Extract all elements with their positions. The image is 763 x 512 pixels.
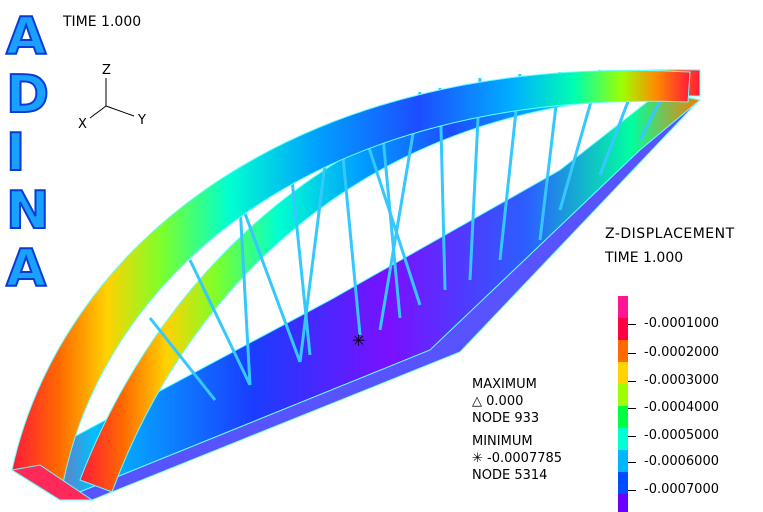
scale-label: -0.0001000 (644, 316, 719, 331)
scale-tick (628, 408, 636, 409)
legend-time-label: TIME 1.000 (605, 250, 684, 266)
minimum-value: -0.0007785 (487, 451, 563, 466)
time-label: TIME 1.000 (63, 14, 142, 30)
logo-letter-d: D (5, 65, 50, 125)
adina-logo: A D I N A (5, 7, 51, 299)
scale-label: -0.0002000 (644, 345, 719, 360)
logo-letter-a2: A (5, 239, 47, 299)
color-band-4 (618, 362, 628, 384)
scale-label: -0.0004000 (644, 400, 719, 415)
logo-letter-a1: A (5, 7, 47, 67)
scale-tick (628, 381, 636, 382)
color-band-10 (618, 494, 628, 512)
legend-title: Z-DISPLACEMENT (605, 226, 735, 242)
triad-y-label: Y (137, 113, 146, 128)
maximum-value-row: △ 0.000 (472, 393, 562, 410)
logo-letter-i: I (5, 123, 26, 183)
logo-letter-n: N (5, 181, 51, 241)
color-band-5 (618, 384, 628, 406)
color-band-7 (618, 428, 628, 450)
minimum-value-row: ✳ -0.0007785 (472, 450, 562, 467)
scale-tick (628, 324, 636, 325)
minimum-marker-icon: ✳ (472, 451, 483, 466)
extrema-summary: MAXIMUM △ 0.000 NODE 933 MINIMUM ✳ -0.00… (472, 376, 562, 484)
color-band-3 (618, 340, 628, 362)
maximum-title: MAXIMUM (472, 377, 537, 392)
triad-x-label: X (78, 117, 87, 132)
bridge-arch-front (10, 69, 691, 501)
minimum-node: NODE 5314 (472, 468, 548, 483)
color-band-2 (618, 318, 628, 340)
maximum-node: NODE 933 (472, 411, 540, 426)
scale-label: -0.0003000 (644, 373, 719, 388)
scale-label: -0.0007000 (644, 482, 719, 497)
scale-tick (628, 436, 636, 437)
maximum-marker-icon: △ (472, 394, 482, 409)
color-band-8 (618, 450, 628, 472)
minimum-title: MINIMUM (472, 434, 533, 449)
scale-label: -0.0005000 (644, 428, 719, 443)
maximum-value: 0.000 (486, 394, 524, 409)
scale-tick (628, 353, 636, 354)
color-band-9 (618, 472, 628, 494)
scale-tick (628, 462, 636, 463)
axis-triad-icon: Z Y X (78, 63, 146, 132)
scale-label: -0.0006000 (644, 454, 719, 469)
scale-tick (628, 490, 636, 491)
color-band-1 (618, 296, 628, 318)
minimum-marker-icon: ✳ (352, 331, 365, 350)
color-scale-bar (618, 296, 628, 512)
triad-z-label: Z (102, 63, 111, 78)
color-scale-ticks: -0.0001000 -0.0002000 -0.0003000 -0.0004… (628, 296, 763, 512)
color-band-6 (618, 406, 628, 428)
